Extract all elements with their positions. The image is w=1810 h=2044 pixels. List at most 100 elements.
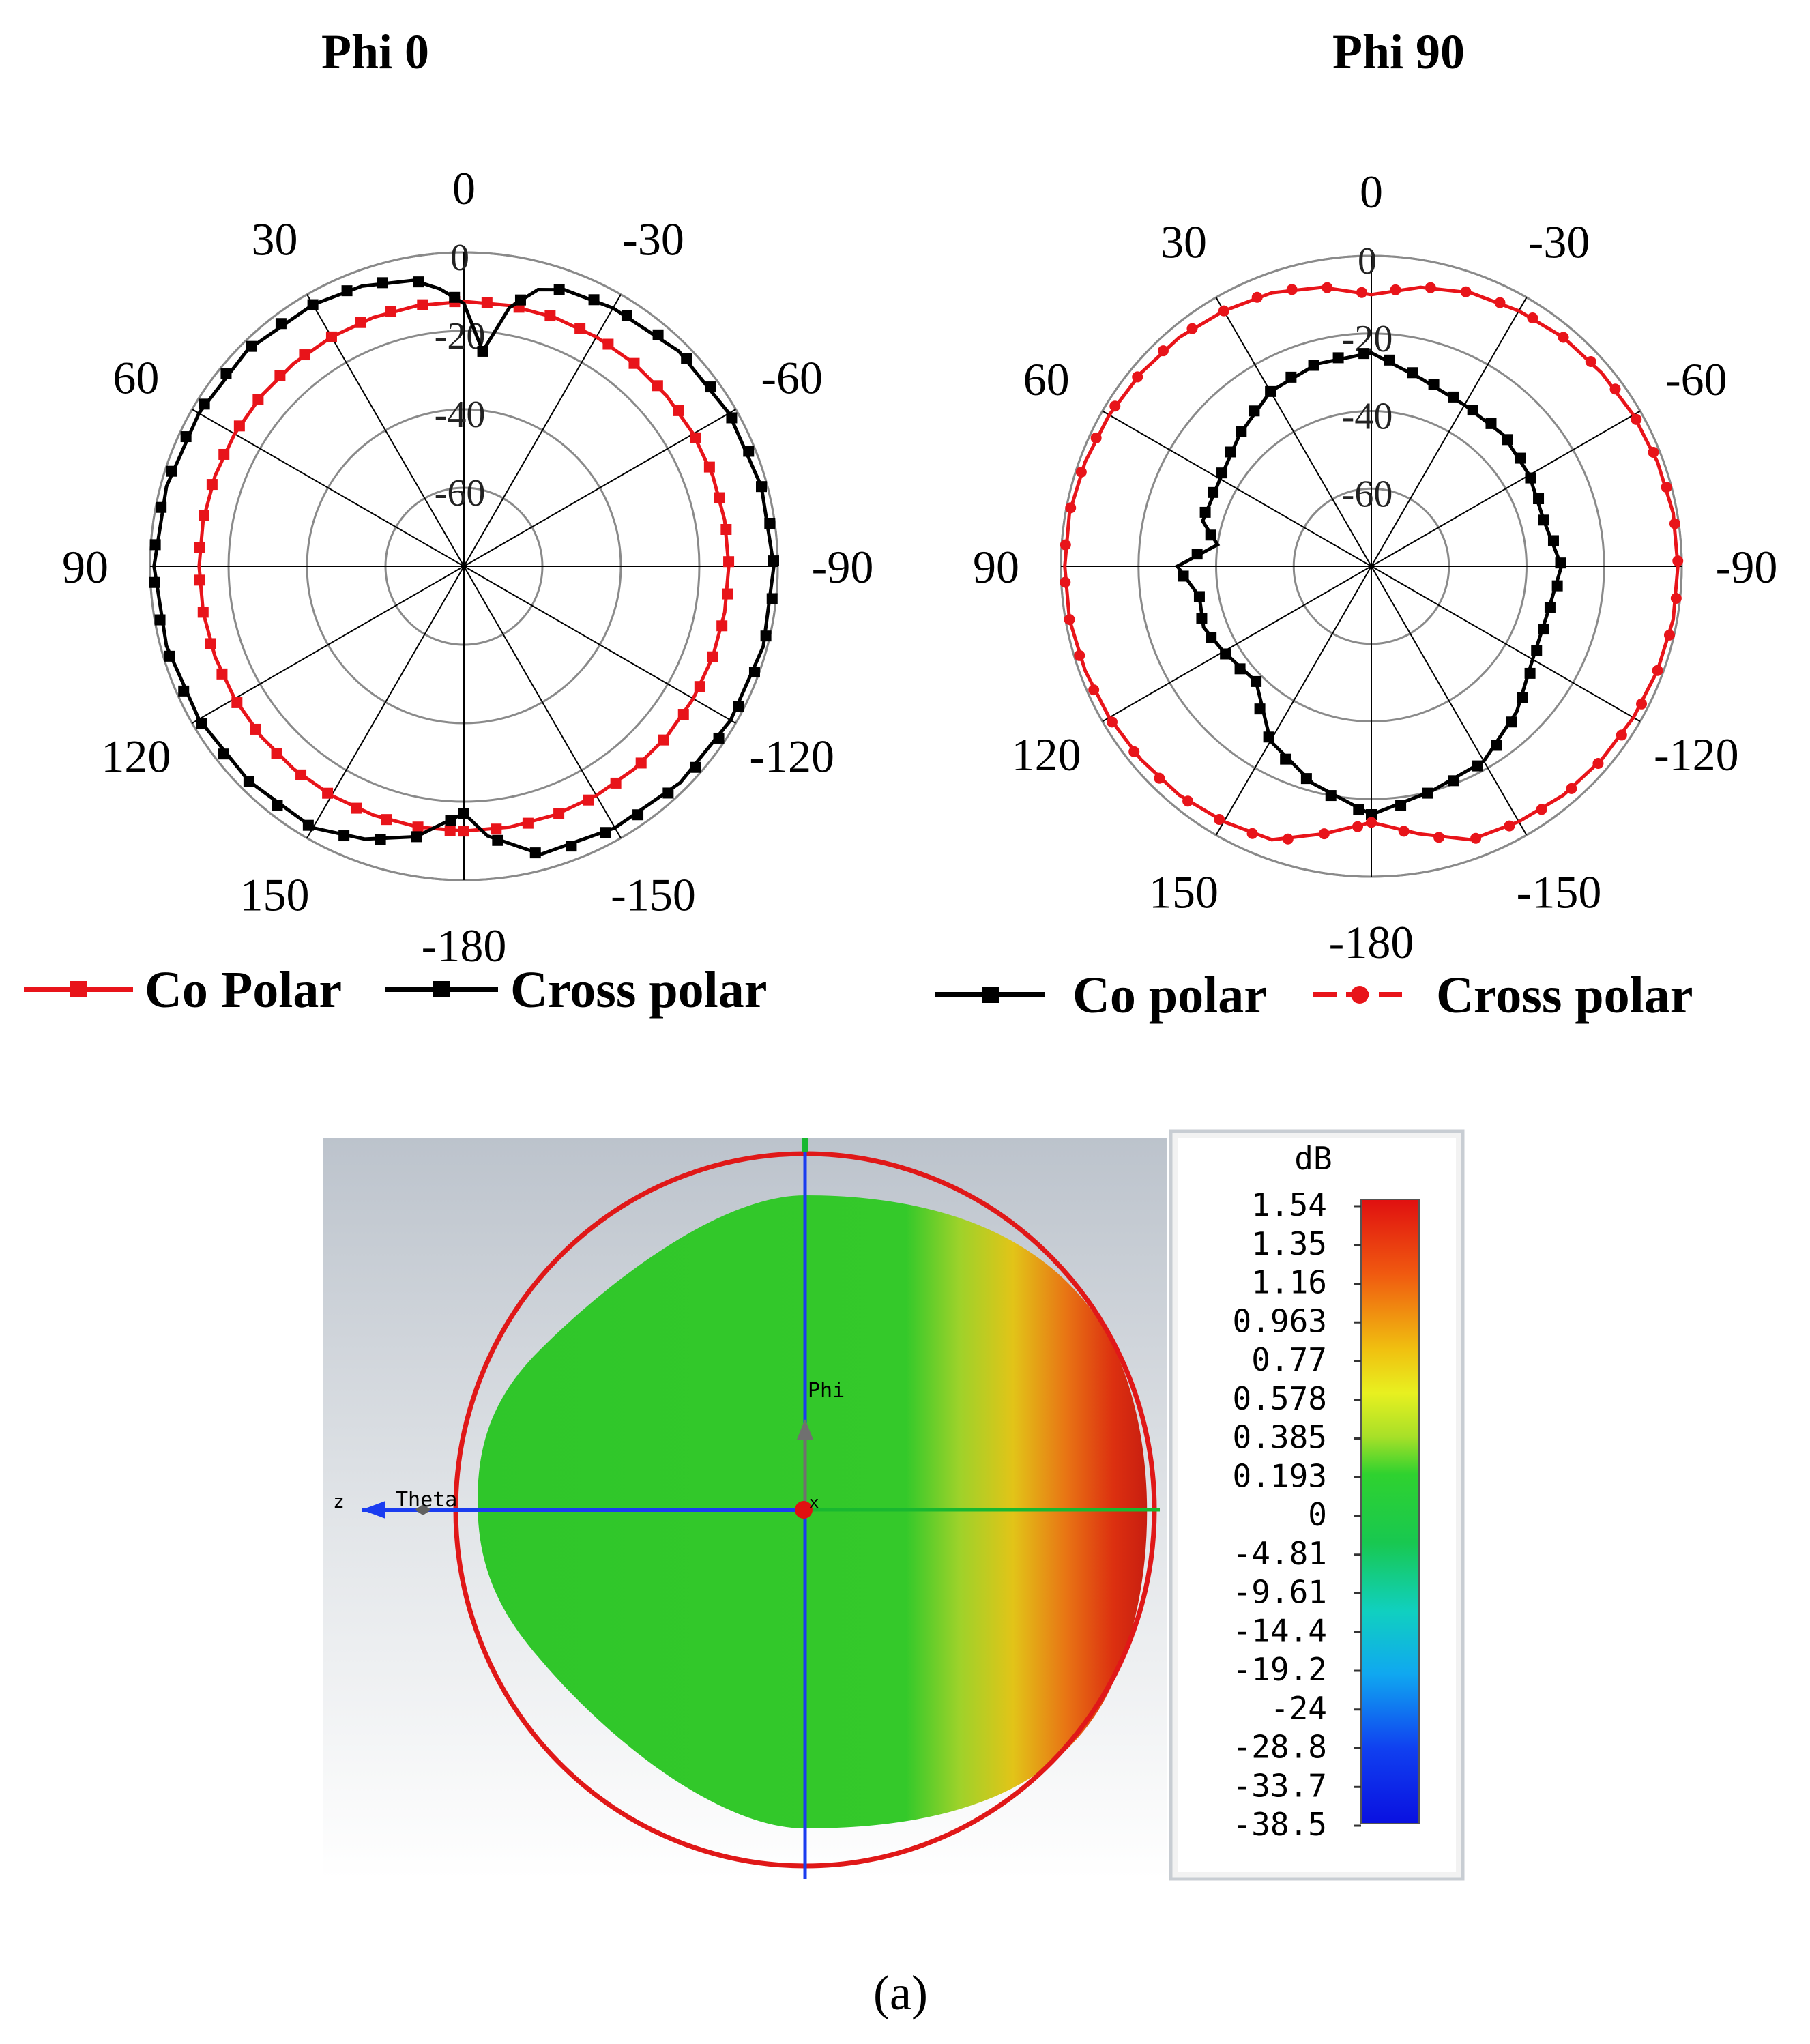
legend-label: Co Polar [145, 961, 342, 1019]
series-marker [1555, 557, 1566, 569]
series-marker [149, 576, 160, 588]
series-cross-polar [149, 276, 779, 859]
series-marker [690, 432, 701, 443]
series-marker [1263, 731, 1274, 743]
series-marker [449, 291, 461, 303]
colorbar-tick-label: -4.81 [1233, 1535, 1327, 1572]
series-marker [1090, 432, 1102, 443]
series-marker [218, 448, 230, 460]
z-axis-label: z [333, 1490, 345, 1513]
series-marker [723, 556, 735, 568]
series-marker [355, 317, 366, 328]
series-marker [1280, 753, 1291, 765]
series-marker [218, 748, 229, 760]
series-marker [199, 510, 210, 521]
series-marker [635, 757, 647, 769]
z-axis-arrowhead [362, 1501, 385, 1519]
series-marker [243, 776, 254, 787]
series-marker [1225, 446, 1236, 458]
series-marker [1390, 284, 1401, 295]
series-marker [1186, 323, 1198, 334]
series-layer [1060, 282, 1684, 845]
series-marker [1322, 282, 1333, 293]
series-marker [458, 826, 469, 837]
grid-spoke [1102, 410, 1372, 567]
polar-chart-phi-90: Phi 90 -180 -150 -120 -90 -60 -30 0 30 60 90 120 15… [973, 25, 1777, 968]
series-marker [1485, 418, 1497, 429]
series-marker [1236, 426, 1247, 437]
series-marker [588, 294, 600, 306]
3d-radiation-pattern: z Theta Phi x dB 1.541.351.160.9630.770.… [323, 1129, 1465, 1881]
series-marker [1407, 367, 1418, 379]
series-marker [694, 681, 705, 692]
legend-entry-cross-polar: Cross polar [385, 961, 768, 1019]
series-marker [733, 701, 744, 712]
series-marker [1398, 826, 1410, 837]
series-marker [1075, 466, 1087, 478]
angle-tick-label: 30 [252, 213, 298, 265]
radial-tick-label: 0 [450, 237, 469, 279]
series-marker [768, 555, 779, 567]
series-marker [522, 817, 534, 829]
series-marker [1191, 549, 1203, 560]
colorbar-gradient [1360, 1199, 1420, 1824]
series-marker [1504, 820, 1515, 832]
colorbar-unit: dB [1294, 1140, 1332, 1177]
angle-tick-label: -60 [1665, 353, 1727, 405]
chart-title: Phi 90 [1332, 25, 1465, 79]
angle-tick-label: -30 [622, 213, 684, 265]
grid-spoke [1371, 410, 1641, 567]
angle-tick-label: 0 [1360, 166, 1383, 218]
grid-spoke [1371, 566, 1641, 722]
angle-tick-label: 60 [113, 352, 159, 404]
series-marker [681, 353, 692, 364]
colorbar-tick-label: -14.4 [1233, 1612, 1327, 1649]
series-marker [743, 446, 755, 457]
series-marker [1182, 795, 1194, 807]
series-marker [325, 331, 337, 342]
series-marker [1515, 452, 1526, 464]
angle-tick-label: -150 [611, 869, 696, 921]
series-marker [194, 574, 205, 586]
colorbar-tick-label: -33.7 [1233, 1767, 1327, 1804]
radial-tick-label: 0 [1358, 240, 1377, 282]
series-marker [206, 479, 218, 491]
series-marker [252, 394, 264, 405]
series-marker [233, 420, 245, 432]
series-marker [1395, 800, 1407, 811]
series-marker [377, 277, 388, 289]
series-marker [553, 808, 565, 819]
angle-tick-label: 90 [973, 541, 1019, 593]
radial-tick-label: -40 [435, 394, 486, 436]
series-marker [1433, 832, 1445, 843]
angle-tick-label: -90 [1716, 541, 1778, 593]
legend-phi-0: Co Polar Cross polar [24, 961, 768, 1019]
colorbar-tick-label: 0.77 [1251, 1341, 1327, 1378]
series-marker [1088, 684, 1100, 696]
grid-spoke [1371, 566, 1528, 836]
series-marker [1592, 757, 1604, 769]
radial-tick-labels: 0-20-40-60 [435, 237, 486, 514]
series-marker [1491, 740, 1502, 751]
polar-chart-phi-0: Phi 0 -180 -150 -120 -90 -60 -30 0 30 60 90 120 150… [62, 25, 873, 972]
series-marker [1425, 282, 1436, 293]
colorbar-panel: dB 1.541.351.160.9630.770.5780.3850.1930… [1169, 1129, 1465, 1881]
series-marker [299, 349, 310, 361]
grid-spoke [1215, 566, 1372, 836]
series-marker [250, 723, 261, 735]
series-marker [1506, 716, 1517, 728]
series-marker [322, 787, 334, 799]
polar-grid [1060, 254, 1683, 878]
series-marker [714, 492, 725, 503]
series-marker [1536, 804, 1547, 815]
series-marker [351, 802, 362, 814]
series-marker [271, 748, 282, 759]
panel-label: (a) [873, 1966, 928, 2020]
series-marker [1502, 434, 1513, 446]
angle-tick-labels: -180 -150 -120 -90 -60 -30 0 30 60 90 120 150 [973, 166, 1777, 968]
colorbar-tick-label: -38.5 [1233, 1806, 1327, 1843]
series-marker [1265, 385, 1276, 397]
angle-tick-label: -180 [422, 920, 507, 972]
series-marker [1517, 692, 1528, 703]
colorbar-tick-label: 1.35 [1251, 1225, 1327, 1262]
